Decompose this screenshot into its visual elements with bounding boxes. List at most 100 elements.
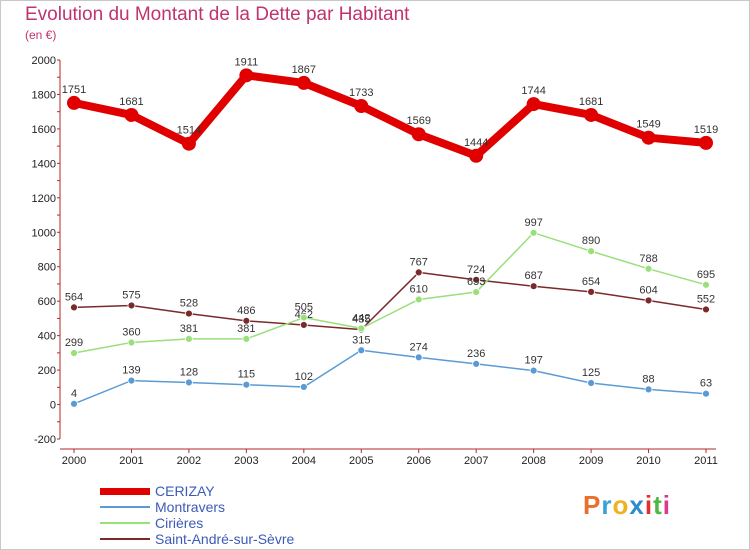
legend-label-saint-andre: Saint-André-sur-Sèvre	[155, 531, 295, 547]
y-tick-label: 800	[38, 262, 56, 274]
x-tick-label: 2005	[349, 455, 373, 467]
logo-letter: x	[629, 490, 645, 520]
data-point-saint-andr-sur-s-vre	[644, 296, 653, 305]
data-point-montravers	[127, 376, 136, 385]
legend-label-cerizay: CERIZAY	[155, 483, 215, 499]
x-tick-label: 2009	[579, 455, 603, 467]
data-point-cerizay	[641, 130, 656, 145]
data-point-cerizay	[239, 68, 254, 83]
data-label-montravers: 274	[410, 341, 428, 353]
data-label-cerizay: 1733	[349, 87, 373, 99]
data-point-ciri-res	[644, 264, 653, 273]
data-label-cerizay: 1569	[406, 115, 430, 127]
data-label-ciri-res: 890	[582, 235, 600, 247]
legend-label-ciriere: Cirières	[155, 515, 204, 531]
y-tick-label: 1800	[32, 89, 56, 101]
legend-swatch-cerizay	[100, 487, 150, 495]
series-line-cerizay	[73, 71, 707, 160]
data-point-ciri-res	[185, 335, 193, 343]
proxiti-logo: Proxiti	[583, 490, 671, 521]
y-tick-label: 1400	[32, 158, 56, 170]
y-tick-label: 1200	[32, 193, 56, 205]
y-tick-label: -200	[34, 434, 56, 446]
data-point-ciri-res	[414, 295, 423, 304]
data-label-cerizay: 1514	[177, 125, 201, 137]
data-label-cerizay: 1911	[235, 56, 259, 68]
data-label-montravers: 128	[180, 366, 198, 378]
logo-letter: t	[653, 490, 663, 520]
data-label-montravers: 115	[238, 369, 256, 381]
data-point-montravers	[414, 353, 423, 362]
data-label-saint-andr-sur-s-vre: 654	[582, 276, 600, 288]
data-label-montravers: 102	[295, 371, 313, 383]
data-point-montravers	[702, 389, 710, 398]
series-line-ciri-res	[73, 232, 707, 354]
data-label-cerizay: 1444	[464, 137, 488, 149]
logo-letter: P	[583, 490, 602, 520]
data-label-montravers: 125	[582, 367, 600, 379]
data-label-ciri-res: 381	[180, 323, 198, 335]
data-label-montravers: 315	[352, 334, 370, 346]
legend-item-ciriere: Cirières	[100, 515, 203, 531]
data-label-saint-andr-sur-s-vre: 435	[352, 314, 370, 326]
x-tick-label: 2001	[119, 455, 143, 467]
data-label-ciri-res: 442	[352, 312, 370, 324]
data-label-saint-andr-sur-s-vre: 724	[467, 264, 485, 276]
data-point-ciri-res	[529, 228, 538, 237]
data-label-cerizay: 1519	[694, 124, 718, 136]
data-point-montravers	[242, 380, 251, 389]
y-tick-label: 0	[50, 400, 56, 412]
data-point-ciri-res	[299, 313, 308, 322]
data-label-ciri-res: 299	[65, 337, 83, 349]
data-point-cerizay	[526, 97, 541, 112]
data-point-ciri-res	[702, 280, 710, 289]
data-point-saint-andr-sur-s-vre	[587, 287, 595, 296]
series-line-montravers	[73, 349, 707, 405]
data-point-montravers	[357, 346, 366, 355]
y-tick-label: 1600	[32, 124, 56, 136]
logo-letter: r	[601, 490, 613, 520]
data-point-montravers	[644, 385, 653, 394]
data-label-ciri-res: 505	[295, 302, 313, 314]
data-point-montravers	[529, 366, 538, 375]
data-label-montravers: 197	[524, 355, 542, 367]
data-point-cerizay	[124, 107, 139, 122]
data-label-saint-andr-sur-s-vre: 767	[410, 256, 428, 268]
data-point-cerizay	[411, 127, 426, 142]
data-label-ciri-res: 653	[467, 276, 485, 288]
data-label-ciri-res: 695	[697, 269, 715, 281]
data-label-cerizay: 1681	[119, 96, 143, 108]
data-point-saint-andr-sur-s-vre	[702, 305, 710, 314]
y-tick-label: 600	[38, 296, 56, 308]
data-label-saint-andr-sur-s-vre: 486	[237, 305, 255, 317]
data-point-cerizay	[181, 136, 196, 151]
data-point-saint-andr-sur-s-vre	[414, 268, 423, 277]
x-tick-label: 2008	[521, 455, 545, 467]
data-label-ciri-res: 610	[410, 283, 428, 295]
data-label-cerizay: 1549	[636, 119, 660, 131]
x-tick-label: 2000	[62, 455, 86, 467]
data-point-saint-andr-sur-s-vre	[185, 309, 193, 318]
x-tick-label: 2003	[234, 455, 258, 467]
data-point-saint-andr-sur-s-vre	[299, 321, 308, 329]
legend-label-montravers: Montravers	[155, 499, 226, 515]
data-label-saint-andr-sur-s-vre: 552	[697, 293, 715, 305]
data-point-cerizay	[584, 107, 599, 122]
data-point-saint-andr-sur-s-vre	[70, 303, 78, 312]
data-label-montravers: 4	[71, 388, 77, 400]
data-label-cerizay: 1867	[292, 64, 316, 76]
data-point-saint-andr-sur-s-vre	[242, 316, 251, 325]
data-point-saint-andr-sur-s-vre	[529, 282, 538, 291]
logo-letter: o	[612, 490, 630, 520]
data-point-cerizay	[354, 98, 369, 113]
x-tick-label: 2010	[636, 455, 660, 467]
data-label-montravers: 88	[642, 373, 654, 385]
data-point-montravers	[299, 383, 308, 391]
data-point-ciri-res	[127, 338, 136, 347]
chart-title: Evolution du Montant de la Dette par Hab…	[25, 4, 410, 25]
data-label-ciri-res: 997	[524, 217, 542, 229]
data-point-saint-andr-sur-s-vre	[127, 301, 136, 310]
data-point-ciri-res	[70, 349, 78, 357]
data-label-ciri-res: 360	[122, 327, 140, 339]
